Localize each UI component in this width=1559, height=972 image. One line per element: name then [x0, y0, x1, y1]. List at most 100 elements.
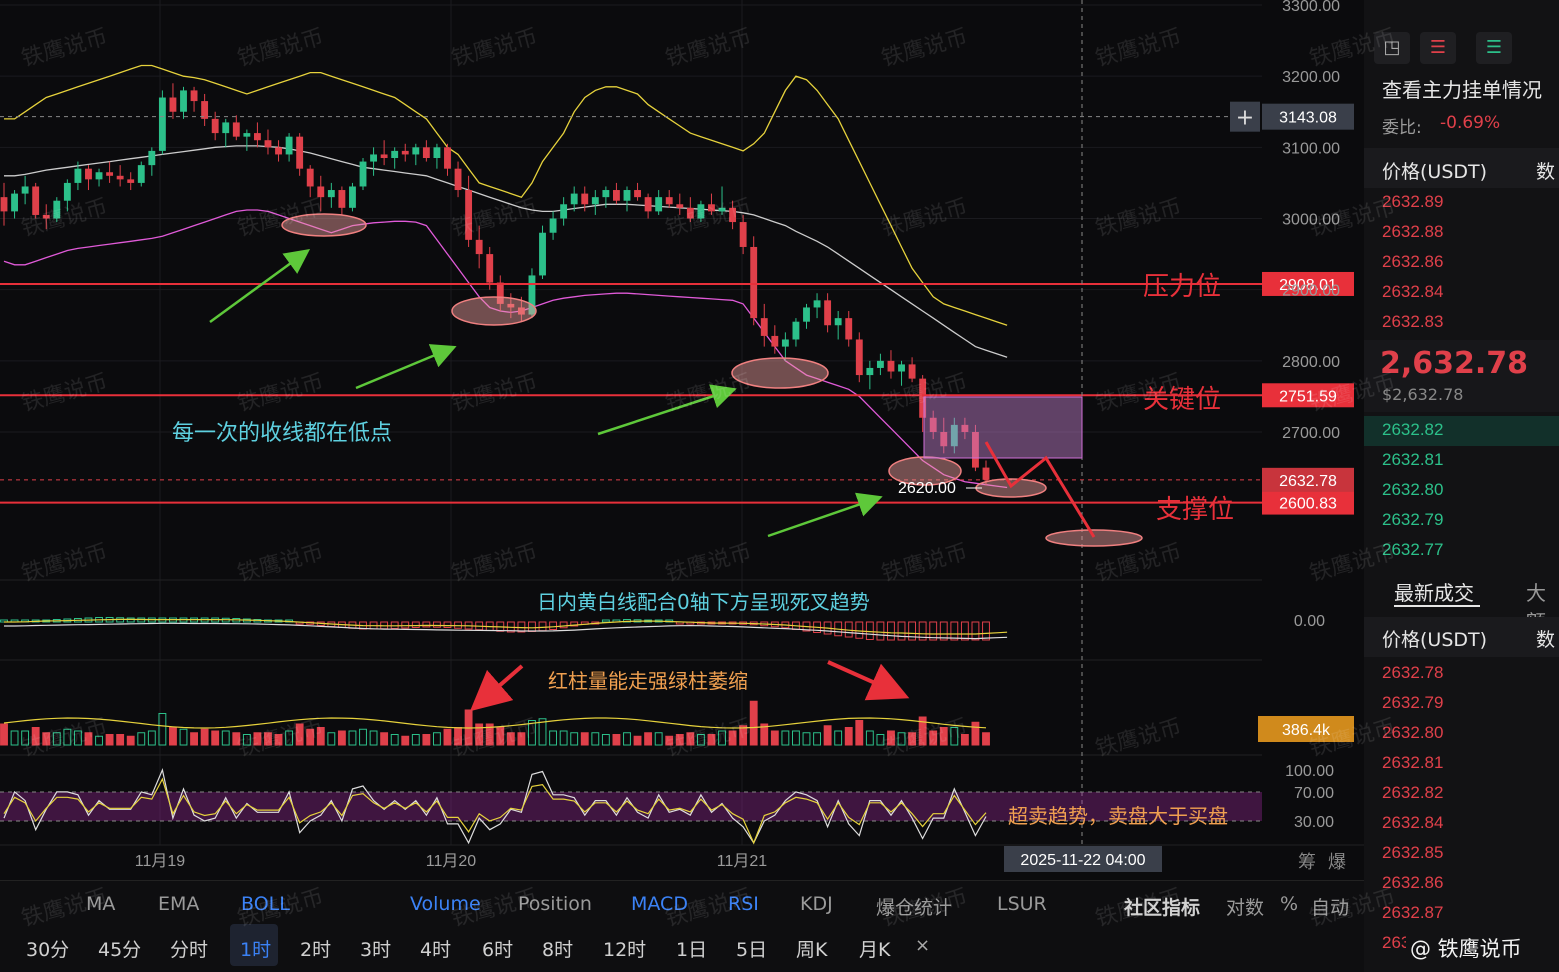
timeframe-13[interactable]: 月K — [859, 939, 891, 961]
bid-price-row[interactable]: 2632.79 — [1382, 510, 1444, 529]
bid-price-row[interactable]: 2632.82 — [1382, 420, 1444, 439]
trades-tab[interactable]: 最新成交 — [1394, 581, 1474, 605]
price-tick-label: 3000.00 — [1282, 212, 1340, 229]
timeframe-4[interactable]: 2时 — [300, 939, 332, 961]
volume-bar — [728, 730, 737, 746]
timeframe-8[interactable]: 8时 — [542, 939, 574, 961]
bid-price-row[interactable]: 2632.80 — [1382, 480, 1444, 499]
ask-price-row[interactable]: 2632.83 — [1382, 312, 1444, 331]
toolbar-right-1[interactable]: 对数 — [1226, 897, 1265, 919]
layout-icon-1[interactable]: ◳ — [1374, 32, 1410, 64]
candle-body — [391, 150, 399, 159]
trade-price-row[interactable]: 2632.84 — [1382, 813, 1444, 832]
plus-icon: + — [1236, 106, 1254, 131]
rsi-tick-label: 70.00 — [1294, 785, 1334, 802]
liquidation-label[interactable]: 爆 — [1328, 852, 1346, 873]
volume-bar — [528, 720, 536, 746]
trade-price-row[interactable]: 2632.79 — [1382, 693, 1444, 712]
indicator-3[interactable]: Volume — [410, 893, 481, 915]
volume-bar — [84, 732, 93, 746]
indicator-6[interactable]: RSI — [728, 893, 759, 915]
indicator-4[interactable]: Position — [518, 893, 592, 915]
timeframe-3[interactable]: 1时 — [240, 939, 272, 961]
indicator-1[interactable]: EMA — [158, 893, 200, 915]
rsi-tick-label: 30.00 — [1294, 814, 1334, 831]
candle-body — [781, 339, 789, 347]
bid-price-row[interactable]: 2632.81 — [1382, 450, 1444, 469]
timeframe-5[interactable]: 3时 — [360, 939, 392, 961]
volume-bar — [675, 734, 684, 746]
trade-price-row[interactable]: 2632.87 — [1382, 903, 1444, 922]
timeframe-1[interactable]: 45分 — [98, 939, 142, 961]
volume-bar — [823, 725, 832, 746]
timeframe-9[interactable]: 12时 — [603, 939, 647, 961]
candle-body — [264, 140, 272, 148]
ask-price-row[interactable]: 2632.84 — [1382, 282, 1444, 301]
ask-price-row[interactable]: 2632.88 — [1382, 222, 1444, 241]
indicator-8[interactable]: 爆仓统计 — [876, 897, 953, 919]
volume-bar — [855, 720, 864, 746]
timeframe-0[interactable]: 30分 — [26, 939, 70, 961]
macd-bar — [971, 621, 980, 641]
toolbar-right-0[interactable]: 社区指标 — [1124, 897, 1201, 919]
volume-bar — [327, 732, 336, 746]
indicator-5[interactable]: MACD — [631, 893, 688, 915]
trade-price-row[interactable]: 2632.85 — [1382, 843, 1444, 862]
timeframe-11[interactable]: 5日 — [736, 939, 768, 961]
timeframe-12[interactable]: 周K — [796, 939, 828, 961]
toolbar-right-2[interactable]: % — [1280, 893, 1299, 915]
layout-icon-3[interactable]: ☰ — [1476, 32, 1512, 64]
macd-bar — [549, 621, 558, 630]
candle-body — [243, 133, 251, 137]
toolbar-right-3[interactable]: 自动 — [1311, 897, 1350, 919]
crosshair-plus-button — [1230, 101, 1260, 132]
indicator-7[interactable]: KDJ — [800, 893, 833, 915]
chip-label[interactable]: 筹 — [1298, 852, 1316, 873]
volume-bar — [158, 713, 167, 746]
mid-price-usd: $2,632.78 — [1382, 385, 1464, 404]
candle-body — [528, 275, 536, 315]
trade-price-row[interactable]: 2632.82 — [1382, 783, 1444, 802]
boll-mid-line — [4, 145, 1008, 358]
trade-price-row[interactable]: 2632.86 — [1382, 873, 1444, 892]
timeframe-2[interactable]: 分时 — [170, 939, 209, 961]
timeframe-6[interactable]: 4时 — [420, 939, 452, 961]
crosshair-time-text: 2025-11-22 04:00 — [1020, 852, 1145, 869]
trade-price-row[interactable]: 2632.80 — [1382, 723, 1444, 742]
close-timeframe-icon[interactable]: × — [915, 935, 931, 956]
candle-body — [560, 204, 568, 219]
trade-price-row[interactable]: 2632.81 — [1382, 753, 1444, 772]
price-chart[interactable]: 2908.01 2751.59 2600.83 2632.78 + 3143.08 2025… — [0, 0, 1364, 880]
candle-body — [116, 175, 124, 180]
volume-bar — [316, 727, 325, 746]
bid-price-row[interactable]: 2632.77 — [1382, 540, 1444, 559]
volume-bar — [359, 728, 367, 746]
indicator-2[interactable]: BOLL — [241, 893, 290, 915]
volume-bar — [549, 730, 558, 746]
layout-icon-2[interactable]: ☰ — [1420, 32, 1456, 64]
volume-bar — [411, 734, 420, 746]
volume-tag-text: 386.4k — [1282, 722, 1331, 739]
trade-price-row[interactable]: 2632.78 — [1382, 663, 1444, 682]
projection-path — [984, 441, 1096, 538]
time-tick-label: 11月21 — [717, 853, 768, 870]
highlight-ellipse — [731, 357, 829, 389]
volume-bar — [982, 732, 990, 746]
candle-body — [824, 300, 832, 326]
candle-body — [433, 147, 441, 159]
green-arrow — [767, 492, 883, 538]
indicator-0[interactable]: MA — [86, 893, 116, 915]
level-price-tag — [1262, 271, 1354, 296]
timeframe-10[interactable]: 1日 — [676, 939, 708, 961]
active-timeframe-bg — [230, 924, 278, 966]
price-tick-label: 2700.00 — [1282, 425, 1340, 442]
candle-body — [338, 190, 346, 208]
timeframe-7[interactable]: 6时 — [482, 939, 514, 961]
ask-price-row[interactable]: 2632.86 — [1382, 252, 1444, 271]
volume-bar — [876, 734, 885, 746]
candle-body — [201, 101, 209, 119]
indicator-9[interactable]: LSUR — [997, 893, 1047, 915]
macd-bar — [918, 621, 927, 641]
crosshair-price-tag — [1262, 103, 1354, 130]
ask-price-row[interactable]: 2632.89 — [1382, 192, 1444, 211]
